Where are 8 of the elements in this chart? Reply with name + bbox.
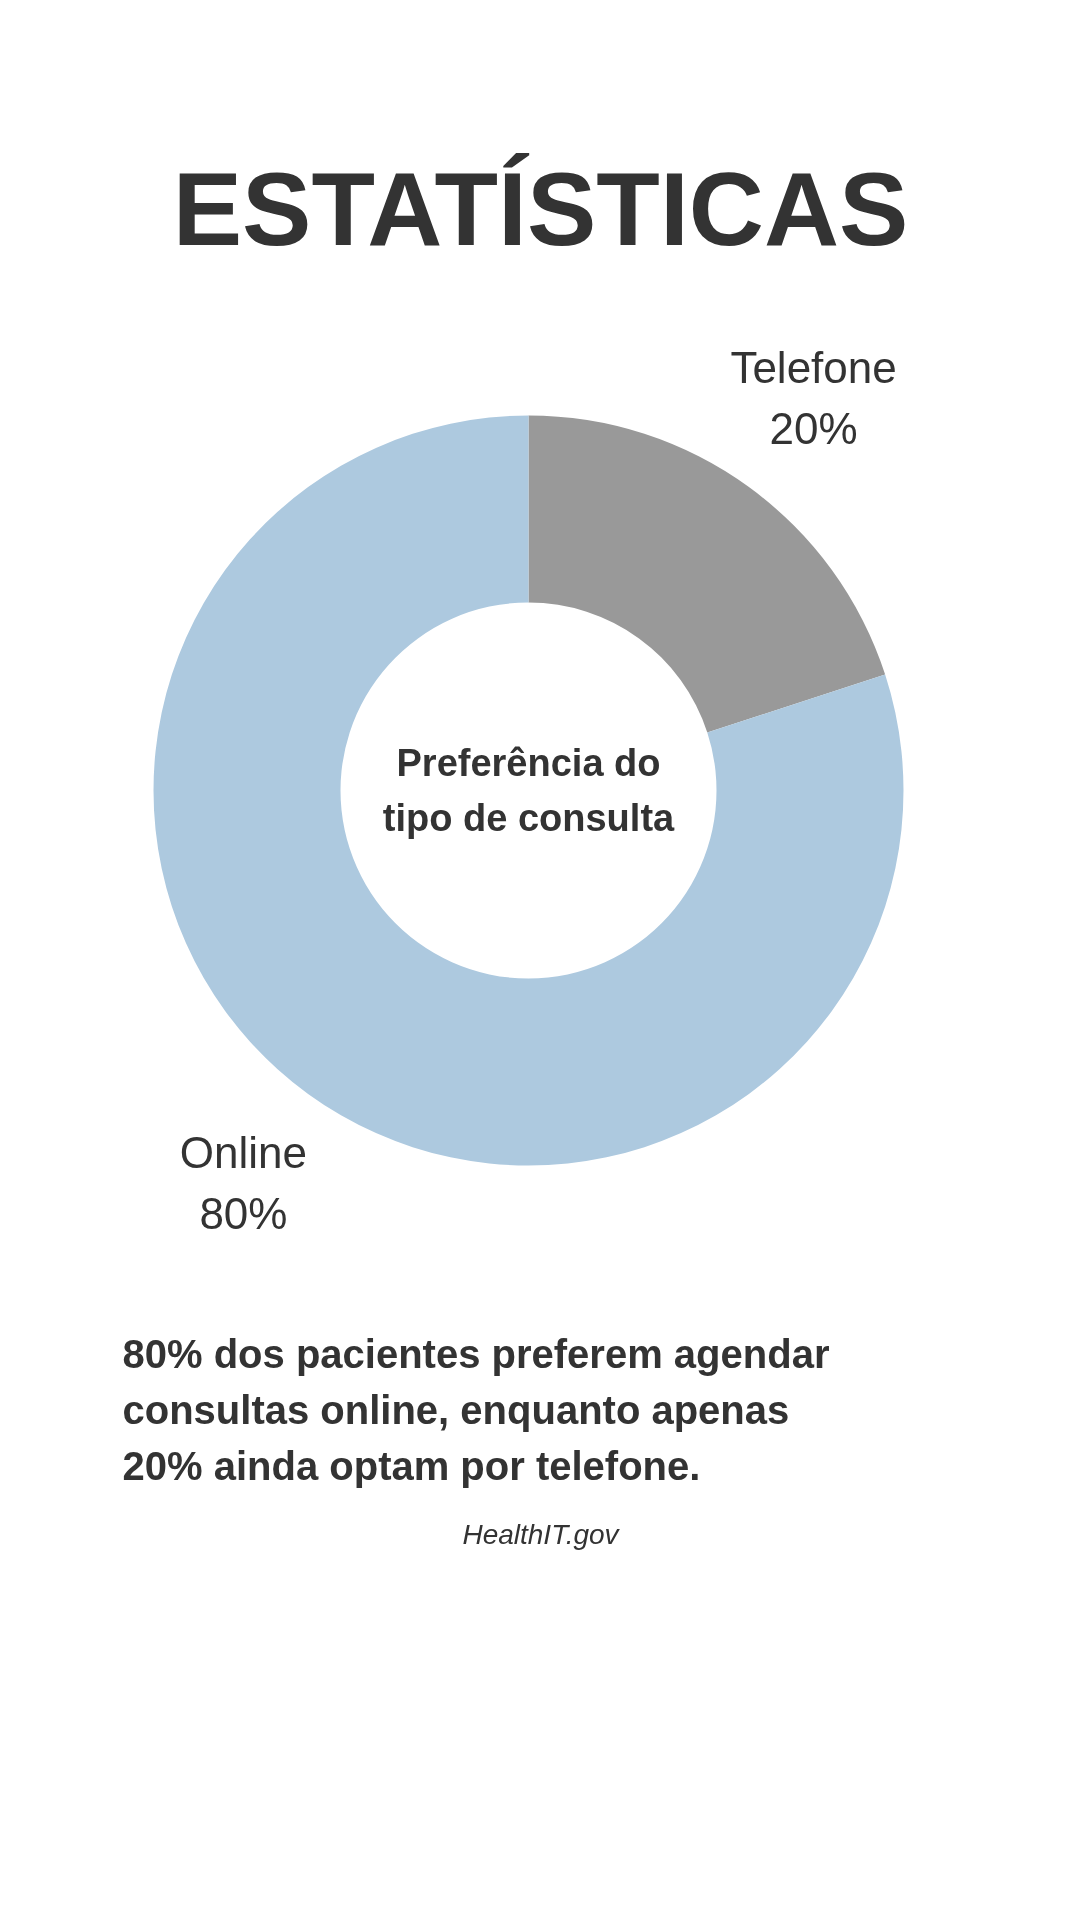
chart-title: ESTATÍSTICAS — [172, 150, 909, 267]
slice-label: Online — [179, 1127, 308, 1177]
text: 80% dos pacientes preferem agendar consultas online, enquanto apenas 20% ainda optam por telefone. — [122, 1331, 830, 1488]
slice-label: Telefone — [730, 343, 897, 392]
data-label: 80% — [199, 1189, 288, 1238]
data-label: 20% — [769, 404, 858, 454]
text: Preferência do tipo de consulta — [382, 742, 676, 839]
text: HealthIT.gov — [462, 1519, 621, 1550]
